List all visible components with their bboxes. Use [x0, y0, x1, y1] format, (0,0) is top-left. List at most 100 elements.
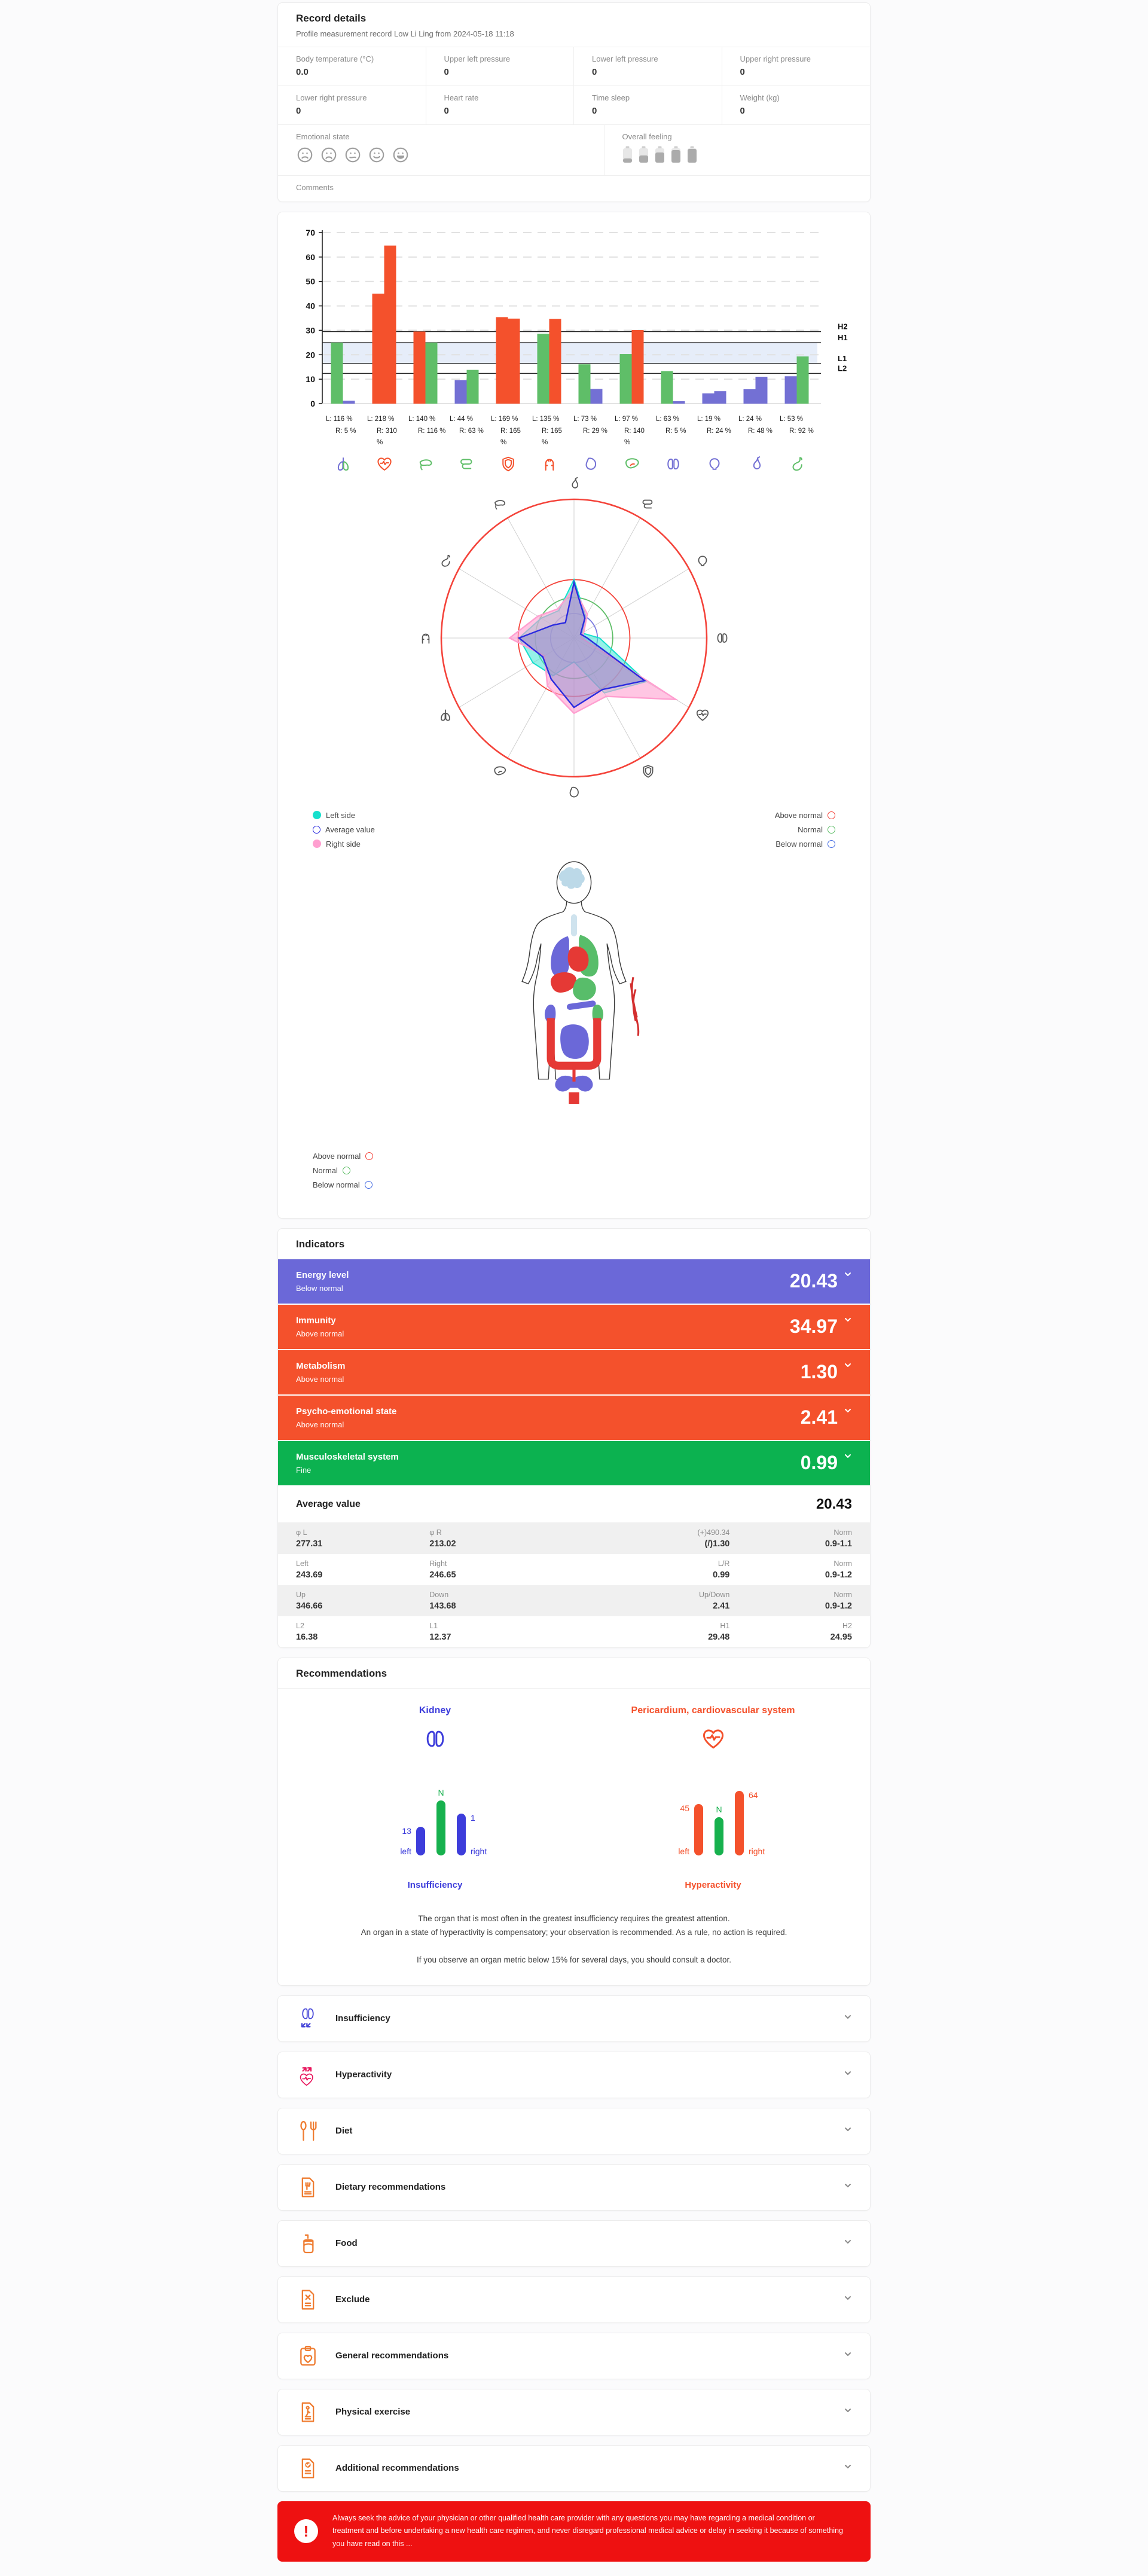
section-insufficiency[interactable]: Insufficiency: [277, 1995, 871, 2042]
stat-label: Norm: [833, 1528, 852, 1537]
stat-cell: Down 143.68: [429, 1591, 563, 1611]
radar-legend-series: Left side Average value Right side: [313, 811, 375, 849]
stat-label: (+)490.34: [697, 1528, 730, 1537]
organ-icon-cell: [735, 455, 776, 473]
bar-right-shield: [508, 318, 520, 404]
smile-face-icon[interactable]: [368, 146, 386, 167]
overall-feeling-picker[interactable]: [622, 146, 853, 166]
bar-left-lungs: [331, 342, 343, 404]
battery-level-icon-1[interactable]: [622, 146, 633, 166]
section-exclude[interactable]: Exclude: [277, 2276, 871, 2323]
svg-text:N: N: [716, 1805, 722, 1814]
section-dietary-recommendations[interactable]: Dietary recommendations: [277, 2163, 871, 2211]
right-percent: R: 5 %: [665, 427, 686, 435]
svg-text:left: left: [400, 1846, 411, 1856]
legend-label: Right side: [326, 839, 361, 849]
stat-value: 213.02: [429, 1539, 456, 1549]
grin-face-icon[interactable]: [392, 146, 410, 167]
average-value-row: Average value 20.43: [278, 1487, 870, 1523]
colon-icon: [545, 459, 554, 471]
stat-label: Norm: [833, 1590, 852, 1599]
left-percent: L: 218 %: [367, 416, 395, 423]
right-lung-organ: [551, 936, 569, 976]
spleen-icon: [585, 457, 596, 470]
chevron-down-icon: [845, 2184, 851, 2188]
indicator-name: Immunity: [296, 1315, 336, 1326]
kidneys-arrows-down-icon: [301, 2008, 314, 2028]
left-percent: L: 97 %: [615, 416, 638, 423]
svg-text:50: 50: [306, 277, 315, 286]
svg-text:70: 70: [306, 228, 315, 237]
record-field-3: Upper right pressure 0: [722, 47, 870, 86]
bar-left-liver: [619, 354, 632, 404]
legend-label: Above normal: [774, 810, 823, 820]
organ-icon-cell: [776, 455, 817, 473]
organ-icon-cell: [405, 455, 446, 473]
section-label: Diet: [335, 2126, 353, 2137]
exercise-document-icon: [301, 2402, 315, 2422]
record-field-6: Time sleep 0: [574, 86, 722, 125]
svg-text:10: 10: [306, 374, 315, 384]
organ-recommendation-columns: Kidney 13 N 1 left right Insufficiency Perica…: [278, 1689, 870, 1890]
rectum-organ: [569, 1065, 579, 1104]
recommendations-note-line1: The organ that is most often in the grea…: [418, 1913, 730, 1923]
battery-level-icon-3[interactable]: [655, 146, 665, 166]
average-value-number: 20.43: [816, 1495, 852, 1512]
chevron-down-icon: [845, 2015, 851, 2019]
indicator-row-metabolism[interactable]: Metabolism Above normal 1.30: [278, 1350, 870, 1394]
confused-face-icon[interactable]: [344, 146, 362, 167]
lungs-icon: [441, 709, 451, 721]
bar-right-colon: [549, 319, 561, 404]
battery-level-icon-5[interactable]: [687, 146, 697, 166]
chevron-down-icon: [845, 1318, 851, 1322]
stat-value: 29.48: [708, 1632, 730, 1642]
emotional-state-picker[interactable]: [296, 146, 586, 167]
section-label: Insufficiency: [335, 2013, 390, 2024]
indicator-row-immunity[interactable]: Immunity Above normal 34.97: [278, 1304, 870, 1349]
sad-face-icon[interactable]: [296, 146, 314, 167]
pancreas-icon: [494, 500, 506, 510]
indicator-row-musculoskeletal-system[interactable]: Musculoskeletal system Fine 0.99: [278, 1440, 870, 1485]
stat-label: H1: [720, 1621, 730, 1630]
organ-icon-cell: [446, 455, 487, 473]
right-percent: R: 63 %: [459, 427, 484, 435]
stat-label: Up: [296, 1590, 306, 1599]
radar-axis-colon: [418, 630, 433, 649]
organ-caption: Hyperactivity: [685, 1879, 741, 1890]
organ-radar-svg: [440, 498, 708, 777]
comments-field[interactable]: Comments: [296, 183, 334, 192]
section-hyperactivity[interactable]: Hyperactivity: [277, 2051, 871, 2098]
section-physical-exercise[interactable]: Physical exercise: [277, 2388, 871, 2435]
indicator-status: Below normal: [296, 1283, 343, 1293]
battery-level-icon-2[interactable]: [639, 146, 649, 166]
stat-cell: Right 246.65: [429, 1559, 563, 1580]
indicator-row-psycho-emotional-state[interactable]: Psycho-emotional state Above normal 2.41: [278, 1395, 870, 1440]
svg-text:L2: L2: [838, 364, 847, 373]
record-field-5: Heart rate 0: [426, 86, 574, 125]
bar-left-heart: [372, 294, 384, 404]
radar-average: [517, 579, 646, 709]
stat-cell: φ R 213.02: [429, 1528, 563, 1549]
section-food[interactable]: Food: [277, 2220, 871, 2267]
stat-value: 0.9-1.2: [825, 1601, 852, 1611]
stat-value: 0.9-1.1: [825, 1539, 852, 1549]
legend-dot-icon: [313, 811, 321, 820]
section-diet[interactable]: Diet: [277, 2107, 871, 2154]
measurement-stats-table: φ L 277.31 φ R 213.02 (+)490.34 (/)1.30 Nor…: [278, 1522, 870, 1647]
stat-cell: Left 243.69: [296, 1559, 429, 1580]
right-percent: R: 48 %: [748, 427, 773, 435]
section-label: Food: [335, 2238, 358, 2249]
indicator-row-energy-level[interactable]: Energy level Below normal 20.43: [278, 1259, 870, 1304]
frown-face-icon[interactable]: [320, 146, 338, 167]
section-label: General recommendations: [335, 2351, 449, 2361]
indicator-value: 1.30: [800, 1361, 838, 1383]
exclamation-icon: !: [294, 2519, 318, 2544]
section-general-recommendations[interactable]: General recommendations: [277, 2332, 871, 2379]
bar-right-bladder: [714, 391, 726, 404]
shield-icon: [643, 765, 654, 778]
section-additional-recommendations[interactable]: Additional recommendations: [277, 2444, 871, 2492]
battery-level-icon-4[interactable]: [671, 146, 681, 166]
stat-value: 2.41: [713, 1601, 730, 1611]
diet-document-icon: [301, 2177, 315, 2197]
organ-title: Kidney: [419, 1705, 451, 1716]
